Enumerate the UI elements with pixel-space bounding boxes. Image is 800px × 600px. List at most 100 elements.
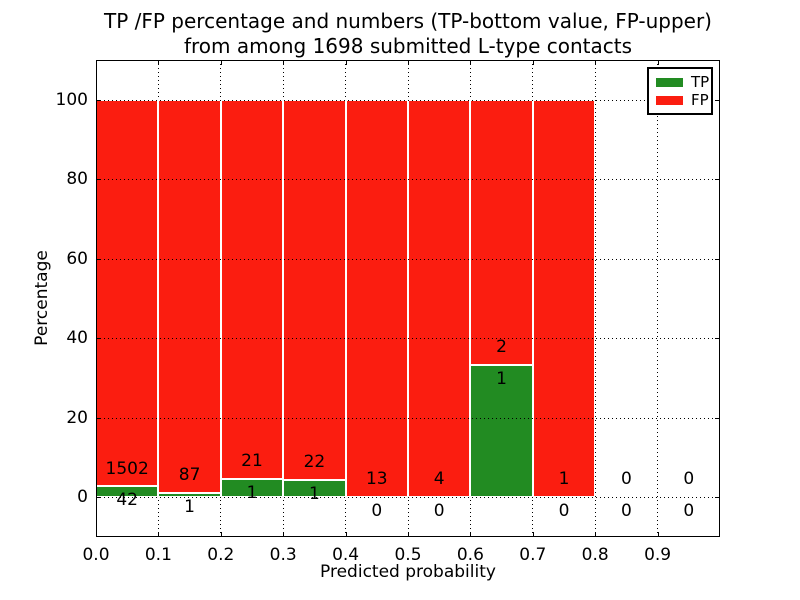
horizontal-gridline bbox=[96, 497, 720, 499]
legend-item: FP bbox=[656, 91, 709, 109]
x-tick-label: 0.5 bbox=[394, 545, 422, 565]
y-tick-right bbox=[715, 99, 720, 101]
y-tick-label: 40 bbox=[66, 328, 88, 349]
vertical-gridline bbox=[657, 60, 659, 537]
y-tick-label: 100 bbox=[55, 89, 88, 110]
horizontal-gridline bbox=[96, 258, 720, 260]
y-tick-label: 0 bbox=[77, 487, 88, 508]
x-axis-label: Predicted probability bbox=[320, 562, 496, 582]
x-tick-label: 0.1 bbox=[144, 545, 172, 565]
legend: TP FP bbox=[647, 67, 713, 115]
fp-bar-segment bbox=[220, 99, 284, 480]
y-tick-left bbox=[96, 258, 101, 260]
tp-count-label: 1 bbox=[496, 368, 508, 389]
fp-count-label: 13 bbox=[365, 469, 388, 490]
fp-bar-segment bbox=[470, 99, 533, 365]
y-tick-left bbox=[96, 99, 101, 101]
chart-title-line1: TP /FP percentage and numbers (TP-bottom… bbox=[104, 9, 712, 33]
x-tick-bottom bbox=[470, 532, 472, 537]
x-tick-top bbox=[595, 60, 597, 65]
x-tick-top bbox=[220, 60, 222, 65]
legend-item: TP bbox=[656, 73, 709, 91]
fp-bar-segment bbox=[408, 99, 471, 498]
vertical-gridline bbox=[594, 60, 596, 537]
fp-count-label: 87 bbox=[178, 464, 201, 485]
horizontal-gridline bbox=[96, 417, 720, 419]
x-tick-label: 0.3 bbox=[269, 545, 297, 565]
tp-count-label: 0 bbox=[620, 501, 632, 522]
tp-bar-segment bbox=[220, 479, 284, 498]
x-tick-top bbox=[283, 60, 285, 65]
fp-count-label: 0 bbox=[620, 469, 632, 490]
fp-bar-segment bbox=[345, 99, 408, 498]
chart-title-line2: from among 1698 submitted L-type contact… bbox=[183, 34, 633, 58]
fp-bar-segment bbox=[532, 99, 596, 498]
tp-count-label: 0 bbox=[371, 501, 383, 522]
horizontal-gridline bbox=[96, 99, 720, 101]
x-tick-bottom bbox=[595, 532, 597, 537]
tp-count-label: 1 bbox=[246, 483, 258, 504]
x-tick-top bbox=[470, 60, 472, 65]
y-tick-left bbox=[96, 179, 101, 181]
tp-count-label: 42 bbox=[116, 490, 139, 511]
x-tick-label: 0.7 bbox=[519, 545, 547, 565]
y-tick-label: 60 bbox=[66, 248, 88, 269]
fp-count-label: 22 bbox=[303, 452, 326, 473]
legend-item-label: TP bbox=[691, 72, 710, 91]
fp-legend-swatch bbox=[656, 95, 683, 105]
y-tick-right bbox=[715, 258, 720, 260]
fp-bar-segment bbox=[283, 99, 346, 480]
tp-count-label: 0 bbox=[558, 501, 570, 522]
fp-count-label: 1502 bbox=[105, 458, 149, 479]
x-tick-top bbox=[532, 60, 534, 65]
fp-count-label: 21 bbox=[241, 451, 263, 472]
y-tick-right bbox=[715, 417, 720, 419]
x-tick-bottom bbox=[345, 532, 347, 537]
x-tick-label: 0.8 bbox=[581, 545, 609, 565]
tp-bar-segment bbox=[158, 492, 221, 498]
x-tick-bottom bbox=[532, 532, 534, 537]
x-tick-top bbox=[345, 60, 347, 65]
x-tick-bottom bbox=[283, 532, 285, 537]
fp-count-label: 0 bbox=[683, 469, 695, 490]
tp-bar-segment bbox=[283, 479, 346, 498]
tp-bar-segment bbox=[470, 364, 533, 498]
chart-title: TP /FP percentage and numbers (TP-bottom… bbox=[96, 9, 720, 59]
y-tick-left bbox=[96, 417, 101, 419]
x-tick-top bbox=[96, 60, 97, 65]
plot-area bbox=[96, 60, 720, 537]
y-tick-right bbox=[715, 497, 720, 499]
fp-count-label: 2 bbox=[496, 336, 508, 357]
y-tick-right bbox=[715, 338, 720, 340]
tp-count-label: 1 bbox=[184, 496, 196, 517]
fp-count-label: 4 bbox=[433, 469, 445, 490]
y-tick-label: 80 bbox=[66, 169, 88, 190]
x-tick-bottom bbox=[96, 532, 97, 537]
x-tick-bottom bbox=[158, 532, 160, 537]
x-tick-label: 0.6 bbox=[456, 545, 484, 565]
tp-count-label: 0 bbox=[433, 501, 445, 522]
x-tick-bottom bbox=[408, 532, 409, 537]
horizontal-gridline bbox=[96, 179, 720, 181]
x-tick-label: 0.9 bbox=[644, 545, 672, 565]
x-tick-label: 0.2 bbox=[207, 545, 235, 565]
y-tick-left bbox=[96, 338, 101, 340]
horizontal-gridline bbox=[96, 338, 720, 340]
fp-count-label: 1 bbox=[558, 469, 570, 490]
tp-legend-swatch bbox=[656, 77, 683, 87]
x-tick-bottom bbox=[657, 532, 659, 537]
tp-count-label: 0 bbox=[683, 501, 695, 522]
x-tick-top bbox=[408, 60, 409, 65]
x-tick-top bbox=[158, 60, 160, 65]
x-tick-bottom bbox=[220, 532, 222, 537]
x-tick-label: 0.4 bbox=[332, 545, 360, 565]
y-tick-label: 20 bbox=[66, 407, 88, 428]
y-tick-left bbox=[96, 497, 101, 499]
x-tick-top bbox=[657, 60, 659, 65]
legend-item-label: FP bbox=[691, 90, 709, 109]
y-tick-right bbox=[715, 179, 720, 181]
x-tick-label: 0.0 bbox=[82, 545, 110, 565]
tp-count-label: 1 bbox=[308, 483, 320, 504]
fp-bar-segment bbox=[96, 99, 159, 487]
